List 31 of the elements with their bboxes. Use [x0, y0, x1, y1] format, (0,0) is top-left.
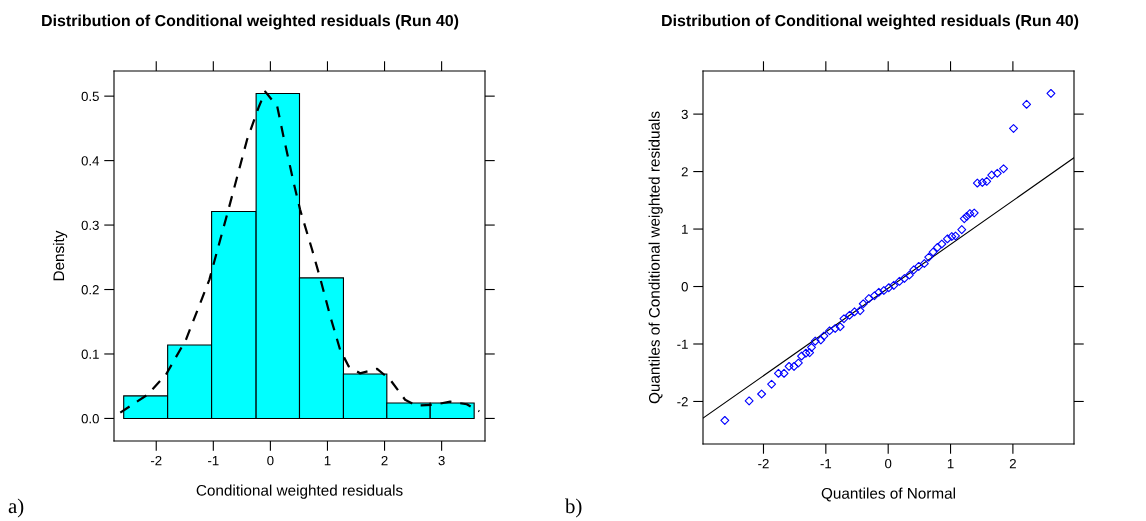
x-tick-label: 0: [267, 455, 274, 466]
text: a): [8, 498, 24, 518]
text: b): [565, 498, 582, 518]
y-tick-label: 0.4: [81, 156, 100, 166]
y-tick-label: 3: [681, 109, 688, 120]
x-axis-title: Conditional weighted residuals: [196, 484, 403, 499]
y-tick-label: 0.0: [81, 414, 99, 424]
x-tick-label: 2: [381, 455, 388, 466]
y-tick-label: -2: [677, 397, 688, 407]
x-tick-label: 3: [438, 455, 445, 466]
y-tick-label: -1: [677, 339, 688, 349]
x-tick-label: 0: [885, 458, 892, 469]
y-tick-label: 1: [682, 224, 688, 234]
x-tick-label: 1: [947, 459, 954, 469]
y-tick-label: 0.1: [81, 349, 99, 359]
x-tick-label: 1: [324, 456, 331, 466]
y-tick-label: 0: [681, 282, 688, 292]
x-tick-label: 2: [1009, 458, 1016, 469]
chart-title: Distribution of Conditional weighted residuals (Run 40): [662, 14, 1079, 30]
x-tick-label: -2: [150, 455, 162, 466]
y-axis-title: Density: [52, 230, 68, 281]
y-tick-label: 0.5: [81, 91, 99, 102]
chart-title: Distribution of Conditional weighted residuals (Run 40): [42, 14, 459, 30]
x-tick-label: -2: [758, 458, 769, 469]
y-tick-label: 0.3: [81, 220, 99, 230]
y-axis-title: Quantiles of Conditional weighted residuals: [648, 111, 663, 404]
x-axis-title: Quantiles of Normal: [821, 487, 955, 502]
x-tick-label: -1: [820, 459, 832, 469]
x-tick-label: -1: [208, 456, 219, 466]
y-tick-label: 2: [681, 167, 688, 177]
y-tick-label: 0.2: [81, 285, 99, 295]
